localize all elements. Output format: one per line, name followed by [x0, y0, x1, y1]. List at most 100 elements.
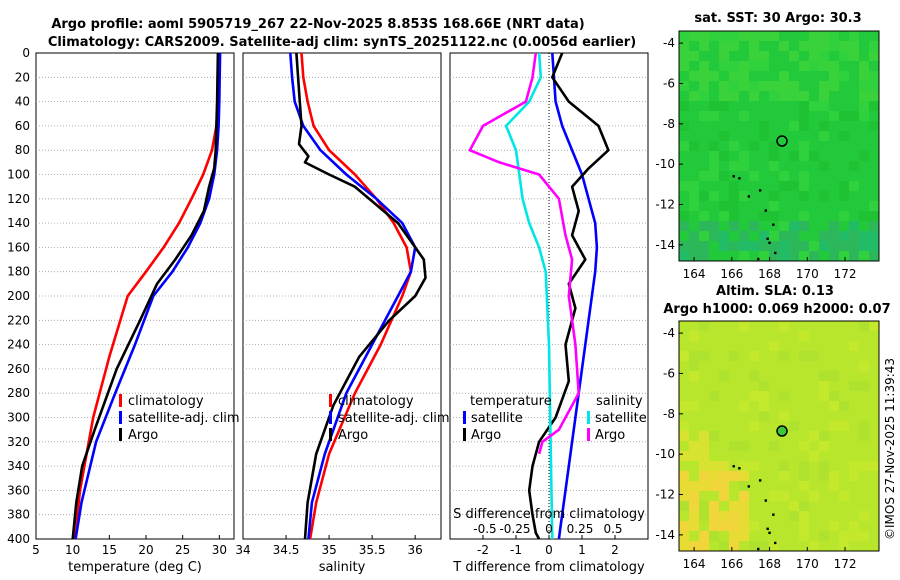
x-tick-label: -1	[510, 543, 522, 557]
map-cell	[859, 211, 869, 221]
s-difference-tick-label: 0.5	[603, 522, 622, 536]
map-cell	[749, 541, 759, 551]
map-cell	[719, 211, 729, 221]
map-cell	[749, 351, 759, 361]
map-cell	[709, 471, 719, 481]
y-tick-label: -14	[655, 238, 675, 252]
map-cell	[789, 81, 799, 91]
map-cell	[739, 231, 749, 241]
legend-swatch-argo	[329, 428, 332, 441]
map-cell	[869, 41, 879, 51]
map-cell	[839, 401, 849, 411]
map-cell	[819, 191, 829, 201]
map-cell	[819, 81, 829, 91]
map-cell	[819, 161, 829, 171]
s-difference-x-label: S difference from climatology	[453, 507, 645, 522]
map-cell	[729, 161, 739, 171]
y-tick-label: 120	[7, 192, 30, 206]
map-cell	[799, 181, 809, 191]
map-cell	[799, 461, 809, 471]
sst-map-frame	[678, 30, 880, 262]
map-cell	[769, 81, 779, 91]
map-cell	[749, 421, 759, 431]
map-cell	[789, 231, 799, 241]
map-cell	[749, 391, 759, 401]
map-cell	[739, 481, 749, 491]
map-cell	[779, 81, 789, 91]
map-cell	[809, 451, 819, 461]
map-cell	[739, 441, 749, 451]
map-cell	[839, 71, 849, 81]
map-cell	[769, 241, 779, 251]
island-marker	[768, 531, 771, 535]
map-cell	[809, 431, 819, 441]
difference-panel: -2 -1 0 1 2 -0.5 -0.25 0 0.25 0.5 T difference fr…	[449, 52, 649, 575]
map-cell	[699, 221, 709, 231]
map-cell	[689, 91, 699, 101]
map-cell	[809, 151, 819, 161]
legend-title-temperature: temperature	[470, 394, 552, 409]
map-cell	[749, 461, 759, 471]
map-cell	[869, 91, 879, 101]
map-cell	[709, 191, 719, 201]
map-cell	[729, 351, 739, 361]
map-cell	[829, 521, 839, 531]
map-cell	[839, 251, 849, 261]
y-tick-label: 360	[7, 483, 30, 497]
map-cell	[849, 521, 859, 531]
temperature-tick-labels: 5 10 15 20 25 3002040608010012014016018020022…	[7, 46, 227, 557]
map-cell	[779, 391, 789, 401]
map-cell	[819, 61, 829, 71]
map-cell	[829, 81, 839, 91]
map-cell	[719, 201, 729, 211]
map-cell	[789, 51, 799, 61]
map-cell	[819, 381, 829, 391]
map-cell	[829, 31, 839, 41]
map-cell	[709, 151, 719, 161]
legend-label-climatology: climatology	[128, 394, 204, 409]
island-marker	[738, 177, 741, 180]
map-cell	[759, 61, 769, 71]
map-cell	[849, 221, 859, 231]
map-cell	[869, 211, 879, 221]
map-cell	[749, 61, 759, 71]
map-cell	[849, 31, 859, 41]
map-cell	[719, 51, 729, 61]
map-cell	[819, 31, 829, 41]
map-cell	[689, 191, 699, 201]
map-cell	[799, 101, 809, 111]
legend-label-argo: Argo	[128, 428, 158, 443]
legend-swatch-satellite-adj	[329, 411, 332, 424]
map-cell	[679, 401, 689, 411]
map-cell	[699, 81, 709, 91]
map-cell	[759, 391, 769, 401]
y-tick-label: 140	[7, 216, 30, 230]
x-tick-label: 10	[65, 543, 80, 557]
argo-location-marker	[776, 135, 788, 147]
map-cell	[799, 41, 809, 51]
map-cell	[769, 341, 779, 351]
map-cell	[729, 191, 739, 201]
map-cell	[859, 61, 869, 71]
map-cell	[699, 191, 709, 201]
map-cell	[719, 171, 729, 181]
map-cell	[679, 521, 689, 531]
map-cell	[679, 421, 689, 431]
map-cell	[829, 251, 839, 261]
map-cell	[699, 71, 709, 81]
map-cell	[829, 71, 839, 81]
legend-label-salinity-argo: Argo	[595, 428, 625, 443]
map-cell	[799, 331, 809, 341]
map-cell	[689, 511, 699, 521]
legend-swatch-temperature-argo	[463, 428, 466, 441]
map-cell	[739, 461, 749, 471]
map-cell	[839, 491, 849, 501]
salinity-x-label: salinity	[319, 560, 366, 575]
map-cell	[719, 31, 729, 41]
map-cell	[699, 321, 709, 331]
y-tick-label: -12	[655, 488, 675, 502]
map-cell	[839, 181, 849, 191]
map-cell	[739, 501, 749, 511]
map-cell	[679, 241, 689, 251]
